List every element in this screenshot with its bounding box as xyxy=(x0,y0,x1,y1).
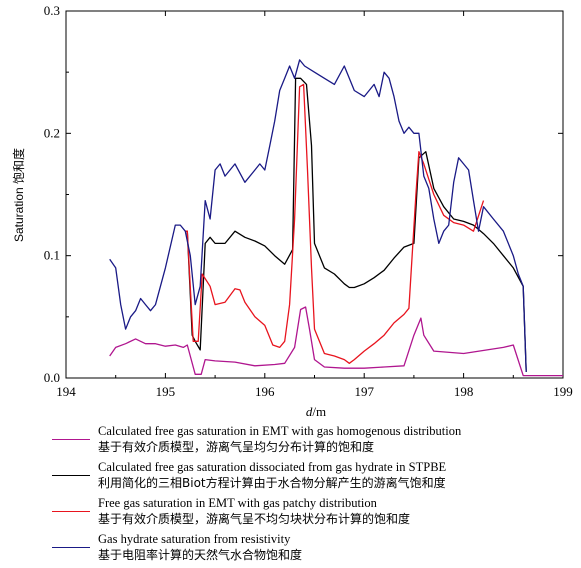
legend-label-homogenous-zh: 基于有效介质模型，游离气呈均匀分布计算的饱和度 xyxy=(98,440,375,454)
x-tick-label: 195 xyxy=(156,384,176,399)
legend-swatch-resistivity xyxy=(52,547,90,548)
legend-label-homogenous: Calculated free gas saturation in EMT wi… xyxy=(98,424,462,438)
y-tick-label: 0.2 xyxy=(44,125,60,140)
legend-label-stpbe-zh: 利用简化的三相Biot方程计算由于水合物分解产生的游离气饱和度 xyxy=(98,476,446,490)
series-line-stpbe xyxy=(185,77,527,372)
x-tick-label: 196 xyxy=(255,384,275,399)
x-axis-label: d/m xyxy=(306,404,326,419)
x-axis-variable: d xyxy=(306,404,313,419)
legend-item-stpbe: Calculated free gas saturation dissociat… xyxy=(52,460,572,496)
legend-label-resistivity-zh: 基于电阻率计算的天然气水合物饱和度 xyxy=(98,548,303,562)
legend-item-patchy: Free gas saturation in EMT with gas patc… xyxy=(52,496,572,532)
series-group xyxy=(109,59,563,377)
legend-label-stpbe: Calculated free gas saturation dissociat… xyxy=(98,460,447,474)
x-tick-label: 199 xyxy=(553,384,573,399)
legend-swatch-stpbe xyxy=(52,475,90,476)
chart: 194 195 196 197 198 199 0.0 0.1 0.2 0.3 Saturatio… xyxy=(11,3,573,419)
legend-label-patchy: Free gas saturation in EMT with gas patc… xyxy=(98,496,377,510)
x-axis-unit: /m xyxy=(312,404,326,419)
x-tick-label: 194 xyxy=(56,384,76,399)
y-tick-label: 0.1 xyxy=(44,248,60,263)
legend-swatch-homogenous xyxy=(52,439,90,440)
legend-label-resistivity: Gas hydrate saturation from resistivity xyxy=(98,532,291,546)
legend-swatch-patchy xyxy=(52,511,90,512)
y-tick-label: 0.3 xyxy=(44,3,60,18)
x-tick-label: 197 xyxy=(354,384,374,399)
axis-labels: Saturation 饱和度 d/m xyxy=(11,148,326,419)
series-line-patchy xyxy=(185,83,485,364)
legend-item-homogenous: Calculated free gas saturation in EMT wi… xyxy=(52,424,572,460)
y-axis-label: Saturation 饱和度 xyxy=(11,148,26,242)
series-line-resistivity xyxy=(109,59,527,372)
legend-label-patchy-zh: 基于有效介质模型，游离气呈不均匀块状分布计算的饱和度 xyxy=(98,512,411,526)
axes: 194 195 196 197 198 199 0.0 0.1 0.2 0.3 xyxy=(44,3,573,399)
legend-item-resistivity: Gas hydrate saturation from resistivity … xyxy=(52,532,572,568)
series-line-homogenous xyxy=(109,306,563,377)
x-tick-label: 198 xyxy=(454,384,474,399)
legend: Calculated free gas saturation in EMT wi… xyxy=(52,424,572,568)
y-tick-label: 0.0 xyxy=(44,370,60,385)
